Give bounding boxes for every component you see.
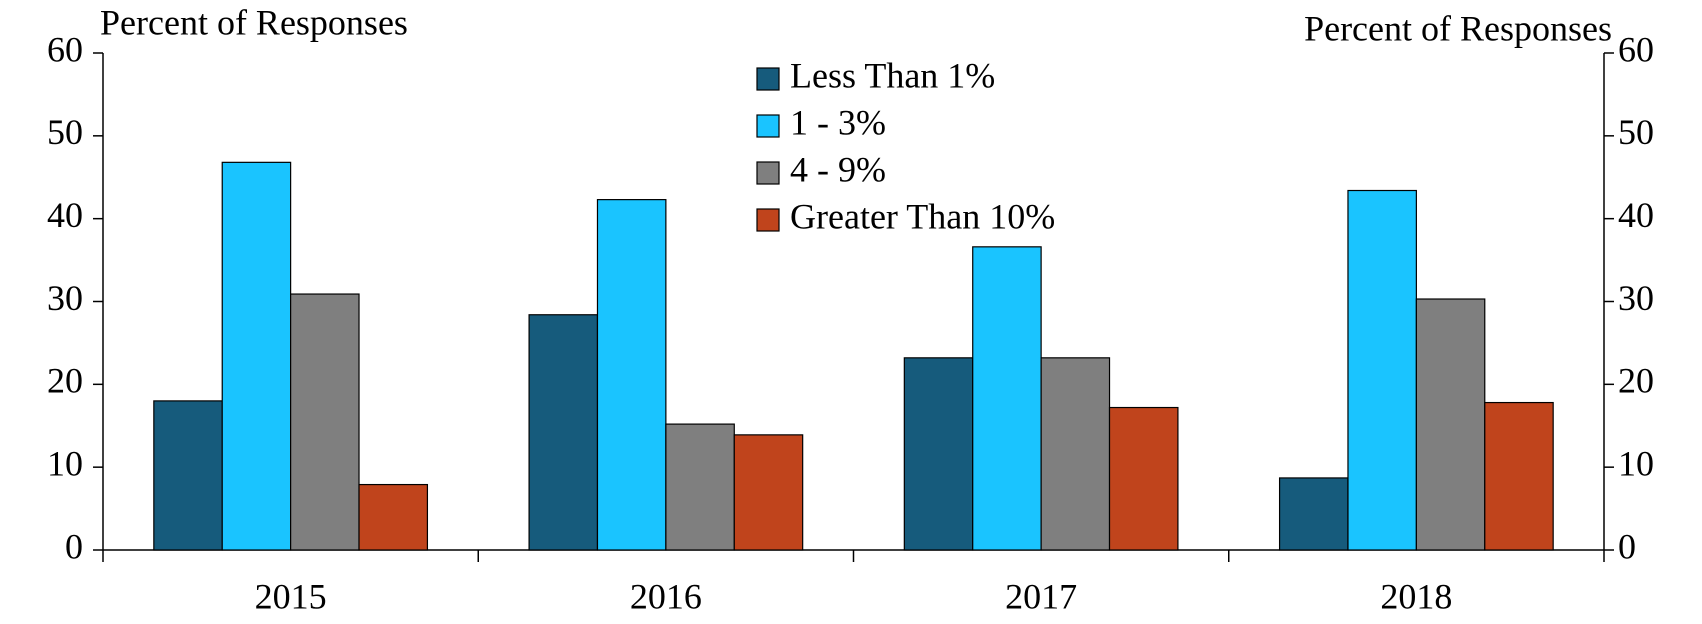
bar: [972, 246, 1042, 551]
y2-tick-label: 50: [1618, 112, 1654, 152]
bar: [290, 293, 360, 551]
bar: [153, 400, 223, 551]
legend-label: 1 - 3%: [790, 102, 886, 142]
y2-tick-label: 0: [1618, 526, 1636, 566]
bar: [903, 357, 974, 551]
bar: [528, 314, 599, 551]
bar: [1347, 189, 1417, 551]
y-axis-title-right: Percent of Responses: [1304, 8, 1612, 48]
y2-tick-label: 20: [1618, 361, 1654, 401]
y-tick-label: 10: [47, 443, 83, 483]
bar: [1484, 401, 1554, 551]
y2-tick-label: 40: [1618, 195, 1654, 235]
x-tick-label: 2017: [1005, 576, 1077, 616]
bar: [733, 434, 804, 551]
y-axis-title-left: Percent of Responses: [100, 2, 408, 42]
y-tick-label: 20: [47, 361, 83, 401]
bar: [1415, 298, 1486, 551]
bar: [1108, 406, 1179, 551]
bar: [221, 161, 292, 551]
y-tick-label: 0: [65, 526, 83, 566]
x-tick-label: 2016: [630, 576, 702, 616]
y2-tick-label: 30: [1618, 278, 1654, 318]
y2-tick-label: 10: [1618, 443, 1654, 483]
y-tick-label: 40: [47, 195, 83, 235]
bar: [1278, 477, 1349, 551]
legend-swatch: [756, 67, 780, 91]
y-tick-label: 60: [47, 29, 83, 69]
y-tick-label: 30: [47, 278, 83, 318]
legend-label: Greater Than 10%: [790, 196, 1055, 236]
bar: [1040, 357, 1111, 551]
legend-swatch: [756, 161, 780, 185]
x-tick-label: 2018: [1380, 576, 1452, 616]
legend-swatch: [756, 208, 780, 232]
legend-swatch: [756, 114, 780, 138]
bar: [665, 423, 735, 551]
legend-label: Less Than 1%: [790, 55, 995, 95]
legend-label: 4 - 9%: [790, 149, 886, 189]
x-tick-label: 2015: [255, 576, 327, 616]
y-tick-label: 50: [47, 112, 83, 152]
bar: [596, 199, 667, 551]
y2-tick-label: 60: [1618, 29, 1654, 69]
bar: [358, 483, 429, 551]
